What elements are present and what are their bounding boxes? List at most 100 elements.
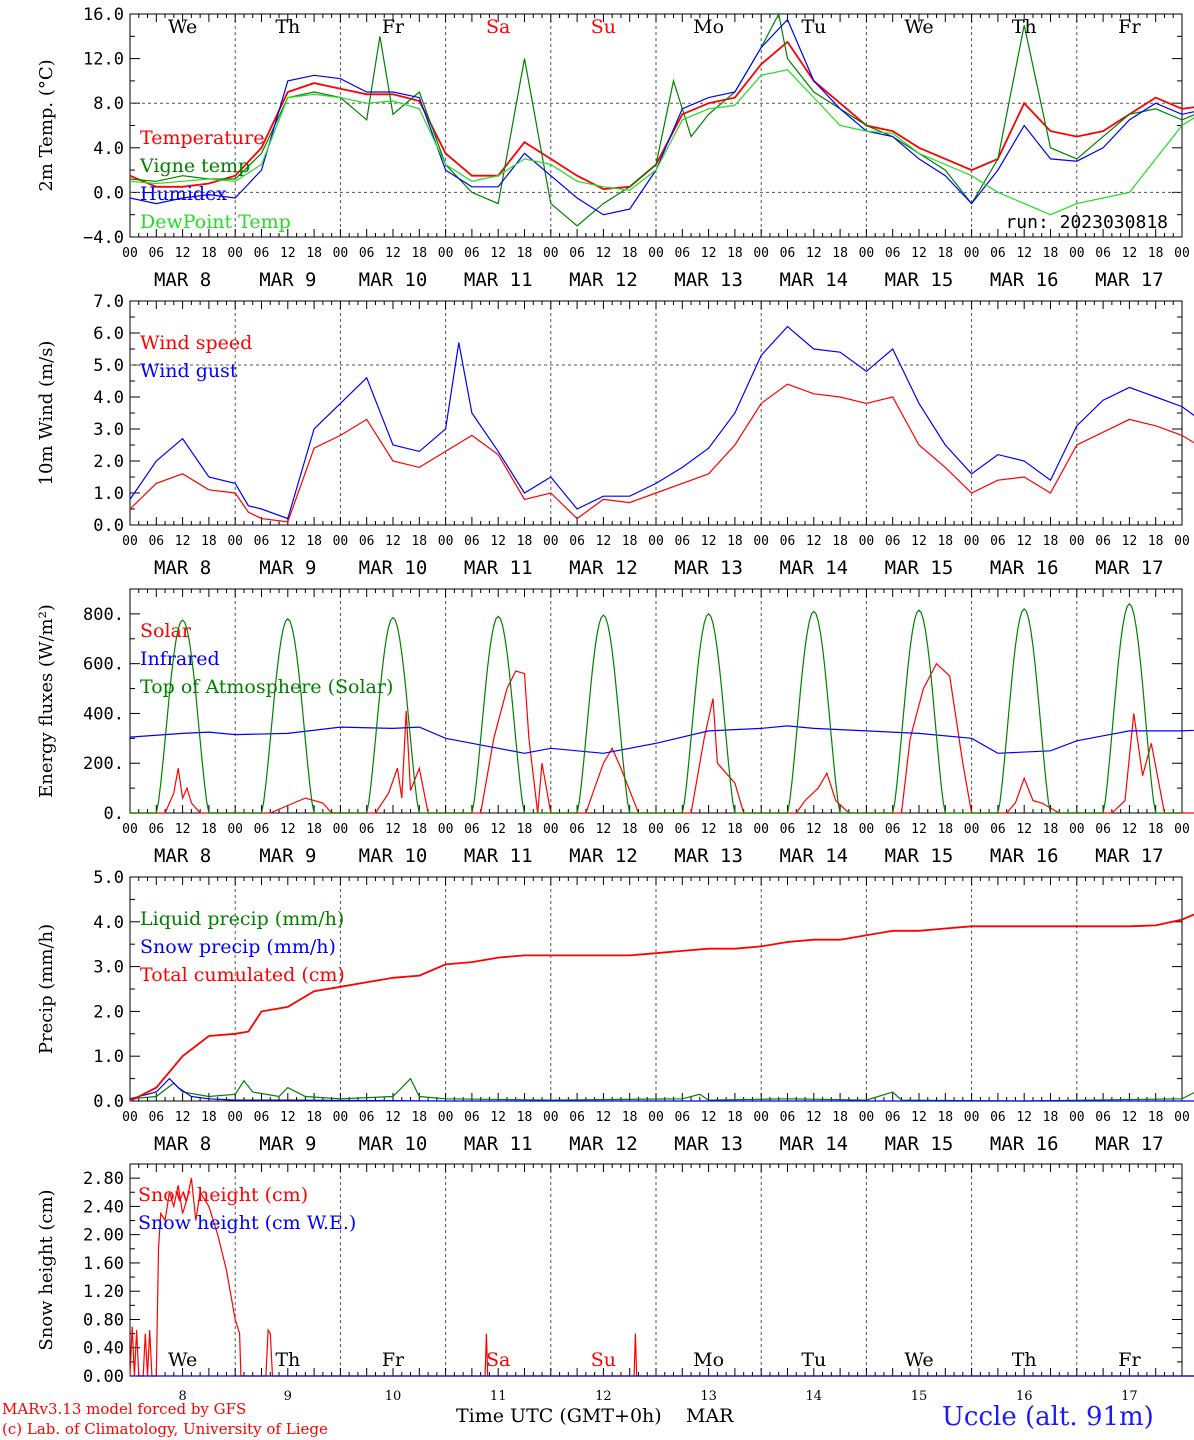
hour-label: 06 [359,246,375,261]
y-tick-label: 16.0 [83,5,124,25]
hour-label: 18 [937,534,953,549]
hour-label: 12 [911,534,927,549]
hour-label: 12 [1016,822,1032,837]
panel-1: −4.0 0.0 4.0 8.0 12.0 16.0 2m Temp. (°C) Temper… [36,5,1194,291]
hour-label: 00 [227,534,243,549]
y-tick-label: 2.0 [93,452,124,472]
day-name: Tu [801,16,826,38]
hour-label: 00 [1069,1110,1085,1125]
hour-label: 18 [937,246,953,261]
series-line-2 [129,325,1194,520]
date-label: MAR 9 [259,845,316,867]
hour-label: 00 [122,822,138,837]
date-label: MAR 17 [1095,557,1164,579]
y-tick-label: 1.60 [83,1254,124,1274]
hour-label: 06 [464,534,480,549]
date-label: MAR 17 [1095,1133,1164,1155]
hour-label: 12 [175,534,191,549]
series-line-1 [129,383,1194,523]
hour-label: 06 [569,246,585,261]
hour-label: 18 [306,534,322,549]
credit-line-1: MARv3.13 model forced by GFS [2,1400,247,1418]
legend-2: Infrared [140,648,220,670]
date-label: MAR 12 [569,269,638,291]
day-name: Su [591,1349,616,1371]
date-label: MAR 12 [569,845,638,867]
hour-label: 06 [1095,534,1111,549]
legend-1: Temperature [140,127,264,149]
day-number: 11 [490,1389,507,1404]
day-number: 16 [1016,1389,1033,1404]
hour-label: 06 [780,534,796,549]
day-number: 12 [595,1389,612,1404]
hour-label: 18 [411,534,427,549]
station-label: Uccle (alt. 91m) [942,1402,1154,1432]
series-line-1 [129,40,1194,191]
hour-label: 18 [622,1110,638,1125]
hour-label: 12 [490,1110,506,1125]
y-tick-label: −4.0 [83,228,124,248]
panel-5: 0.00 0.40 0.80 1.20 1.60 2.00 2.40 2.80 Snow hei… [36,1163,1194,1404]
hour-label: 12 [1122,1110,1138,1125]
hour-label: 12 [175,822,191,837]
hour-label: 12 [596,534,612,549]
day-number: 15 [911,1389,928,1404]
y-tick-label: 600. [83,655,124,675]
date-label: MAR 15 [885,1133,954,1155]
hour-label: 18 [832,822,848,837]
hour-label: 18 [411,822,427,837]
y-tick-label: 3.0 [93,420,124,440]
hour-label: 06 [780,1110,796,1125]
hour-label: 18 [937,1110,953,1125]
hour-label: 12 [490,246,506,261]
day-number: 9 [284,1389,292,1404]
date-label: MAR 13 [674,557,743,579]
date-label: MAR 11 [464,845,533,867]
hour-label: 00 [122,1110,138,1125]
date-label: MAR 14 [779,845,848,867]
date-label: MAR 11 [464,1133,533,1155]
hour-label: 12 [806,1110,822,1125]
legend-1: Snow height (cm) [138,1184,308,1206]
date-label: MAR 8 [154,845,211,867]
hour-label: 18 [1043,246,1059,261]
day-number: 8 [178,1389,186,1404]
y-axis-label: Precip (mm/h) [36,924,57,1054]
hour-label: 06 [569,1110,585,1125]
hour-label: 00 [648,534,664,549]
hour-label: 18 [1043,534,1059,549]
hour-label: 12 [911,1110,927,1125]
date-label: MAR 8 [154,269,211,291]
legend-1: Liquid precip (mm/h) [140,908,344,930]
day-number: 14 [806,1389,823,1404]
hour-label: 12 [1122,822,1138,837]
hour-label: 12 [1016,246,1032,261]
month-label: MAR [686,1405,734,1427]
hour-label: 12 [701,822,717,837]
date-label: MAR 11 [464,557,533,579]
hour-label: 12 [596,1110,612,1125]
hour-label: 06 [990,822,1006,837]
date-label: MAR 8 [154,1133,211,1155]
legend-2: Vigne temp [139,155,250,177]
hour-label: 00 [333,246,349,261]
hour-label: 00 [859,246,875,261]
hour-label: 18 [622,534,638,549]
hour-label: 00 [753,1110,769,1125]
hour-label: 18 [517,246,533,261]
y-tick-label: 2.40 [83,1197,124,1217]
hour-label: 18 [1148,246,1164,261]
hour-label: 00 [964,822,980,837]
date-label: MAR 9 [259,557,316,579]
credit-line-2: (c) Lab. of Climatology, University of L… [2,1420,328,1438]
hour-label: 00 [753,534,769,549]
hour-label: 06 [148,246,164,261]
day-name: Tu [801,1349,826,1371]
day-name: Th [275,1349,300,1371]
hour-label: 18 [517,822,533,837]
y-axis-label: Energy fluxes (W/m²) [36,604,57,798]
date-label: MAR 9 [259,269,316,291]
series-line-4 [129,69,1194,216]
hour-label: 00 [333,822,349,837]
hour-label: 00 [227,822,243,837]
